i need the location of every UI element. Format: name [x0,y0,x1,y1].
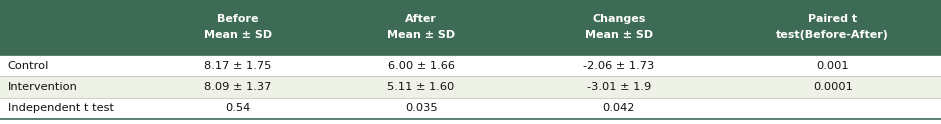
Text: Paired t: Paired t [808,14,857,24]
Text: 0.0001: 0.0001 [813,82,853,92]
Bar [0,76,941,98]
Text: test(Before-After): test(Before-After) [776,31,889,40]
Text: Intervention: Intervention [8,82,77,92]
Text: -2.06 ± 1.73: -2.06 ± 1.73 [583,61,654,71]
Text: Mean ± SD: Mean ± SD [584,31,653,40]
Bar [0,98,941,119]
Text: 0.042: 0.042 [602,104,635,113]
Bar [0,55,941,76]
Text: Mean ± SD: Mean ± SD [387,31,455,40]
Text: -3.01 ± 1.9: -3.01 ± 1.9 [586,82,651,92]
Text: 0.035: 0.035 [405,104,438,113]
Text: 8.09 ± 1.37: 8.09 ± 1.37 [204,82,271,92]
Text: 0.54: 0.54 [225,104,250,113]
Text: Changes: Changes [592,14,646,24]
Bar [0,0,941,55]
Text: Independent t test: Independent t test [8,104,114,113]
Text: 8.17 ± 1.75: 8.17 ± 1.75 [204,61,271,71]
Text: 0.001: 0.001 [817,61,849,71]
Text: After: After [406,14,437,24]
Text: 6.00 ± 1.66: 6.00 ± 1.66 [388,61,455,71]
Text: 5.11 ± 1.60: 5.11 ± 1.60 [388,82,455,92]
Text: Before: Before [216,14,259,24]
Text: Mean ± SD: Mean ± SD [203,31,272,40]
Text: Control: Control [8,61,49,71]
